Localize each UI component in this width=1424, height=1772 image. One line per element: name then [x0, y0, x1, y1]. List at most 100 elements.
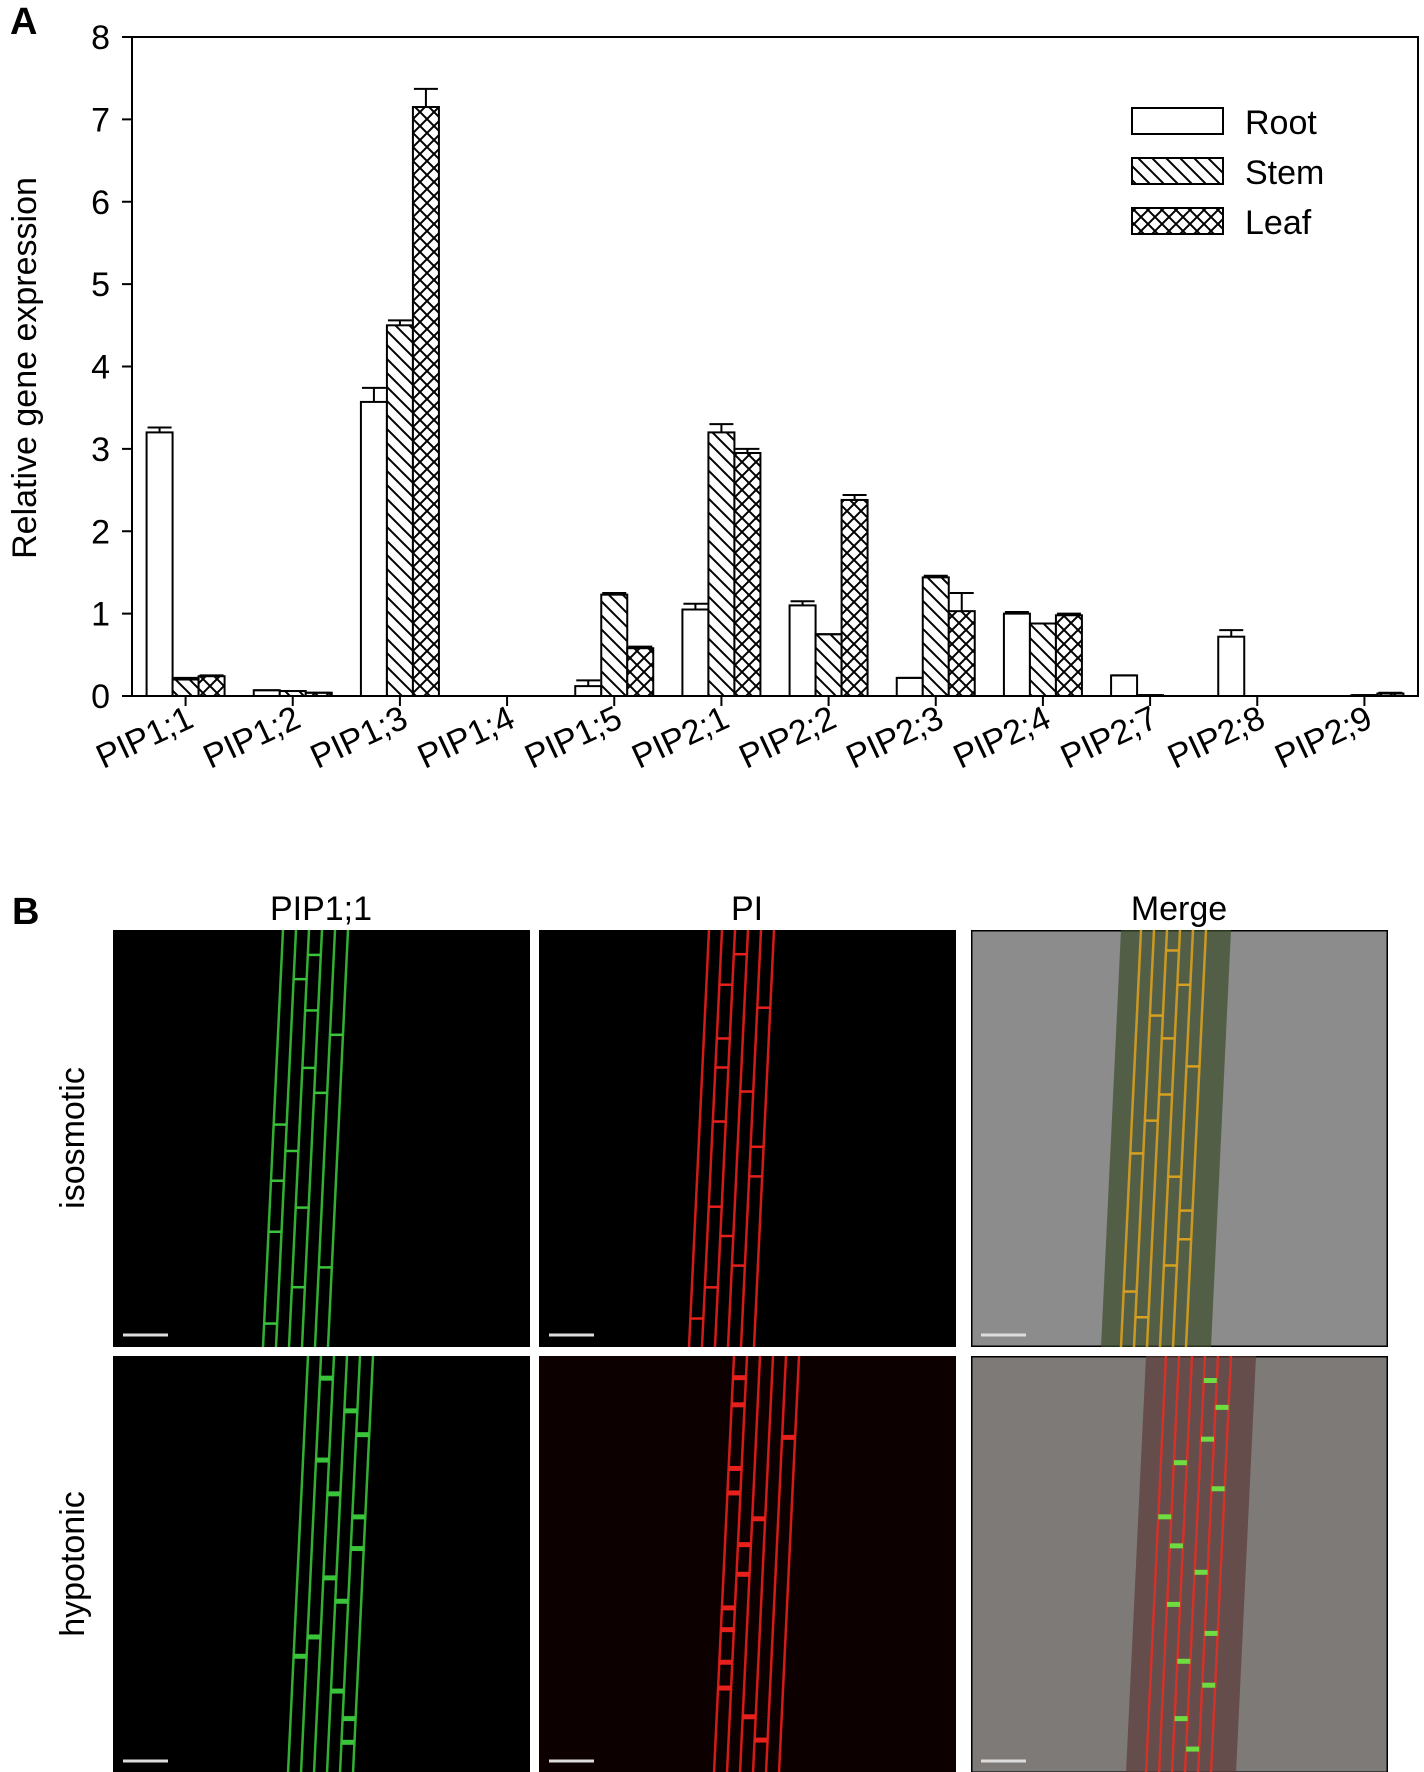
x-tick-label: PIP2;1	[626, 699, 735, 777]
bar	[626, 647, 655, 697]
cell-wall	[739, 930, 763, 1347]
error-bar	[790, 600, 815, 606]
micrograph	[113, 1356, 530, 1772]
cell-wall	[687, 930, 711, 1347]
micrograph	[539, 1356, 956, 1772]
cell-wall	[700, 930, 724, 1347]
cell-wall	[312, 1356, 336, 1772]
error-bar	[173, 676, 198, 680]
y-tick-label: 5	[91, 266, 110, 304]
y-tick-label: 2	[91, 513, 110, 551]
cell-wall	[725, 1356, 749, 1772]
cell-wall	[300, 930, 324, 1347]
cell-wall	[777, 1356, 801, 1772]
error-bar	[949, 592, 974, 612]
micrograph	[971, 930, 1388, 1347]
cell-wall	[313, 930, 337, 1347]
row-label: isosmotic	[54, 1067, 92, 1209]
bar	[600, 593, 629, 698]
legend-swatch	[1131, 107, 1224, 135]
bar	[1110, 674, 1139, 697]
error-bar	[1378, 691, 1403, 694]
y-tick-label: 7	[91, 101, 110, 139]
error-bar	[1056, 612, 1081, 616]
cell-wall	[1158, 930, 1182, 1347]
bar	[1028, 622, 1057, 698]
bar	[197, 675, 226, 697]
y-tick-label: 6	[91, 184, 110, 222]
legend-label: Leaf	[1245, 204, 1312, 242]
cell-wall	[299, 1356, 323, 1772]
x-tick-label: PIP1;3	[305, 699, 414, 777]
x-tick-label: PIP2;8	[1162, 699, 1271, 777]
cell-wall	[752, 930, 776, 1347]
bar	[359, 400, 388, 697]
bar	[145, 431, 174, 697]
cell-wall	[1144, 1356, 1168, 1772]
cell-wall	[1171, 930, 1195, 1347]
cell-wall	[1170, 1356, 1194, 1772]
micrographs: PIP1;1 PI Merge isosmotic hypotonic	[54, 890, 1388, 1772]
error-bar	[1219, 629, 1244, 637]
bar	[895, 676, 924, 698]
bar	[411, 106, 440, 698]
cell-wall	[1183, 1356, 1207, 1772]
panel-label: B	[12, 891, 39, 933]
cell-wall	[1145, 930, 1169, 1347]
error-bar	[1004, 610, 1029, 614]
root-shadow	[1101, 930, 1231, 1347]
y-tick-label: 4	[91, 349, 110, 387]
x-tick-label: PIP2;9	[1269, 699, 1378, 777]
bar	[385, 324, 414, 697]
bar	[814, 633, 843, 697]
bar	[171, 678, 200, 698]
image-bg	[113, 1356, 530, 1772]
image-bg	[539, 1356, 956, 1772]
y-tick-label: 8	[91, 19, 110, 57]
cell-wall	[286, 1356, 310, 1772]
cell-wall	[1184, 930, 1208, 1347]
bar	[947, 610, 976, 697]
error-bar	[147, 426, 172, 433]
error-bar	[361, 386, 386, 402]
bar	[1217, 635, 1246, 698]
x-tick-label: PIP1;2	[198, 699, 307, 777]
bar	[840, 498, 869, 698]
cell-wall	[1157, 1356, 1181, 1772]
cell-wall	[287, 930, 311, 1347]
bar	[1002, 612, 1031, 697]
x-tick-label: PIP2;2	[733, 699, 842, 777]
y-tick-label: 1	[91, 596, 110, 634]
bar	[733, 451, 762, 697]
bar	[788, 604, 817, 698]
x-tick-label: PIP2;4	[948, 699, 1057, 777]
cell-wall	[738, 1356, 762, 1772]
bar	[707, 431, 736, 697]
image-bg	[113, 930, 530, 1347]
error-bar	[199, 674, 224, 677]
cell-wall	[325, 1356, 349, 1772]
x-tick-label: PIP1;4	[412, 699, 521, 777]
legend-swatch	[1131, 157, 1224, 185]
x-tick-label: PIP2;3	[841, 699, 950, 777]
error-bar	[413, 87, 438, 108]
micrograph	[971, 1356, 1388, 1772]
cell-wall	[274, 930, 298, 1347]
cell-wall	[351, 1356, 375, 1772]
root-shadow	[1126, 1356, 1256, 1772]
error-bar	[735, 447, 760, 453]
image-bg	[539, 930, 956, 1347]
error-bar	[628, 645, 653, 649]
bar	[1054, 614, 1083, 698]
cell-wall	[712, 1356, 736, 1772]
bar	[681, 608, 710, 697]
bar	[574, 685, 603, 697]
cell-wall	[338, 1356, 362, 1772]
bar	[921, 576, 950, 698]
legend-label: Stem	[1245, 154, 1324, 192]
error-bar	[683, 602, 708, 610]
error-bar	[602, 592, 627, 595]
cell-wall	[751, 1356, 775, 1772]
column-label: PI	[731, 890, 763, 928]
